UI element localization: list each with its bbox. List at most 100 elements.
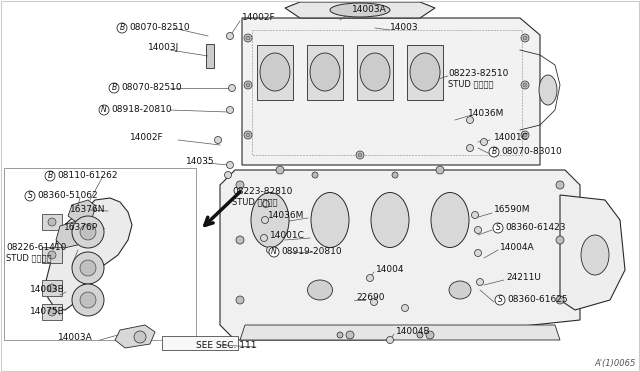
Text: 08070-82510: 08070-82510 xyxy=(129,23,189,32)
Text: 14035: 14035 xyxy=(186,157,214,167)
Circle shape xyxy=(225,171,232,179)
Ellipse shape xyxy=(251,192,289,247)
Text: 14003B: 14003B xyxy=(30,285,65,295)
Bar xyxy=(407,45,443,100)
Circle shape xyxy=(474,227,481,234)
Circle shape xyxy=(387,337,394,343)
Text: 08918-20810: 08918-20810 xyxy=(111,106,172,115)
Circle shape xyxy=(227,161,234,169)
Polygon shape xyxy=(220,170,580,340)
Ellipse shape xyxy=(371,192,409,247)
Text: 14036M: 14036M xyxy=(268,212,305,221)
Text: B: B xyxy=(492,148,497,157)
Text: 22690: 22690 xyxy=(356,294,385,302)
Circle shape xyxy=(228,84,236,92)
Text: B: B xyxy=(111,83,116,93)
Polygon shape xyxy=(285,2,435,18)
Text: 08360-61423: 08360-61423 xyxy=(505,224,566,232)
Bar xyxy=(4,168,196,340)
Polygon shape xyxy=(42,247,62,263)
Circle shape xyxy=(312,172,318,178)
Circle shape xyxy=(25,191,35,201)
Circle shape xyxy=(426,331,434,339)
Bar xyxy=(252,30,522,155)
Text: STUD スタッド: STUD スタッド xyxy=(448,80,493,89)
Text: 14004B: 14004B xyxy=(396,327,431,337)
Circle shape xyxy=(521,131,529,139)
Circle shape xyxy=(244,81,252,89)
Text: 14002F: 14002F xyxy=(130,134,164,142)
Circle shape xyxy=(236,181,244,189)
Circle shape xyxy=(556,181,564,189)
Ellipse shape xyxy=(310,53,340,91)
Bar xyxy=(206,44,214,68)
Text: 08360-61625: 08360-61625 xyxy=(507,295,568,305)
Circle shape xyxy=(246,36,250,40)
Circle shape xyxy=(48,251,56,259)
Text: 14002F: 14002F xyxy=(242,13,276,22)
Circle shape xyxy=(117,23,127,33)
Ellipse shape xyxy=(330,3,390,17)
Polygon shape xyxy=(56,220,88,248)
Circle shape xyxy=(521,81,529,89)
Circle shape xyxy=(214,137,221,144)
Text: 08070-83010: 08070-83010 xyxy=(501,148,562,157)
Circle shape xyxy=(477,279,483,285)
Text: 08223-82810: 08223-82810 xyxy=(232,187,292,196)
Text: 08223-82510: 08223-82510 xyxy=(448,70,508,78)
Circle shape xyxy=(356,151,364,159)
Polygon shape xyxy=(240,325,560,340)
Polygon shape xyxy=(42,280,62,296)
Text: 14075B: 14075B xyxy=(30,308,65,317)
Circle shape xyxy=(236,296,244,304)
Circle shape xyxy=(72,252,104,284)
Ellipse shape xyxy=(311,192,349,247)
Ellipse shape xyxy=(260,53,290,91)
Circle shape xyxy=(227,106,234,113)
Bar xyxy=(257,45,293,100)
Circle shape xyxy=(358,153,362,157)
Circle shape xyxy=(346,331,354,339)
Ellipse shape xyxy=(431,192,469,247)
Circle shape xyxy=(134,331,146,343)
Circle shape xyxy=(266,247,273,253)
Circle shape xyxy=(467,144,474,151)
Circle shape xyxy=(495,295,505,305)
Circle shape xyxy=(276,166,284,174)
Circle shape xyxy=(262,217,269,224)
Circle shape xyxy=(523,36,527,40)
Circle shape xyxy=(244,34,252,42)
Text: S: S xyxy=(497,295,502,305)
Text: 08360-51062: 08360-51062 xyxy=(37,192,98,201)
Ellipse shape xyxy=(539,75,557,105)
Text: 14003A: 14003A xyxy=(352,6,387,15)
Bar xyxy=(357,45,393,100)
Circle shape xyxy=(371,298,378,305)
Circle shape xyxy=(489,147,499,157)
Circle shape xyxy=(48,308,56,316)
Text: 14036M: 14036M xyxy=(468,109,504,119)
Text: A'(1)0065: A'(1)0065 xyxy=(595,359,636,368)
Polygon shape xyxy=(42,214,62,230)
Ellipse shape xyxy=(360,53,390,91)
Text: 08110-61262: 08110-61262 xyxy=(57,171,118,180)
Text: N: N xyxy=(101,106,107,115)
Text: 14003A: 14003A xyxy=(58,334,93,343)
Circle shape xyxy=(246,133,250,137)
Circle shape xyxy=(523,133,527,137)
Text: S: S xyxy=(495,224,500,232)
Circle shape xyxy=(481,138,488,145)
Circle shape xyxy=(236,236,244,244)
Circle shape xyxy=(467,116,474,124)
Text: 24211U: 24211U xyxy=(506,273,541,282)
Text: 14003J: 14003J xyxy=(148,44,179,52)
Circle shape xyxy=(392,172,398,178)
Text: STUD スタッド: STUD スタッド xyxy=(6,253,51,263)
Text: 14001C: 14001C xyxy=(494,134,529,142)
Circle shape xyxy=(262,201,269,208)
Circle shape xyxy=(417,332,423,338)
Text: 16590M: 16590M xyxy=(494,205,531,215)
Ellipse shape xyxy=(307,280,333,300)
Circle shape xyxy=(367,275,374,282)
Circle shape xyxy=(72,284,104,316)
